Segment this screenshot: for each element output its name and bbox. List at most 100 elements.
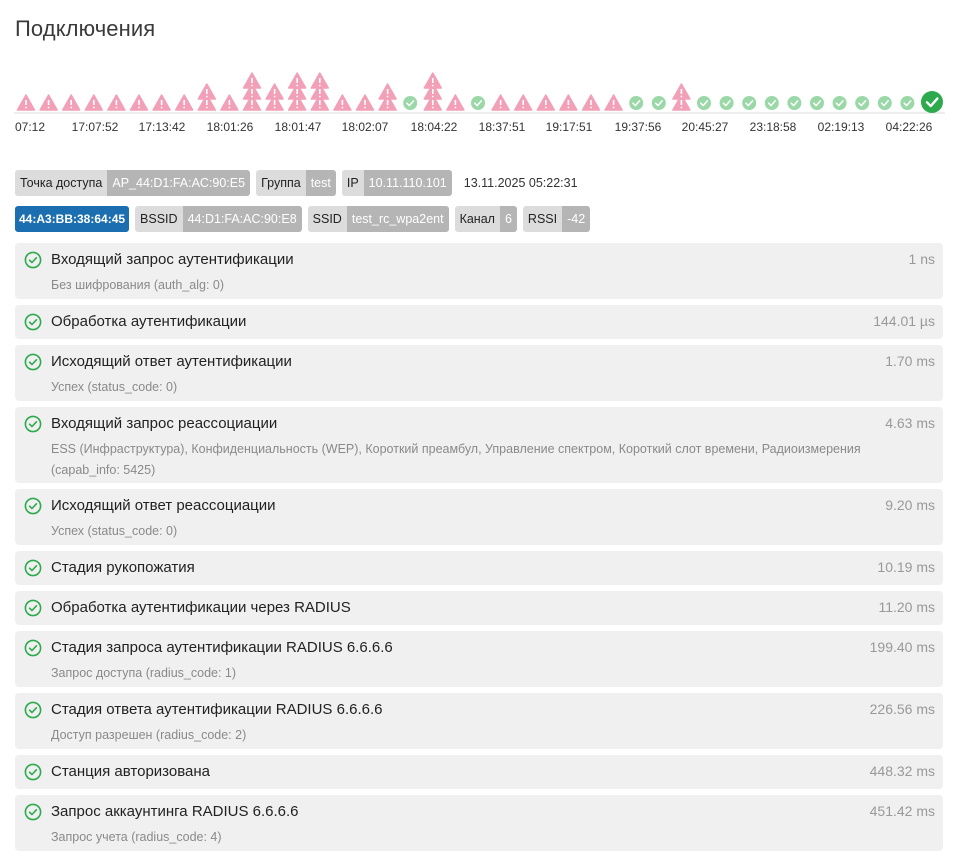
bssid-value: 44:D1:FA:AC:90:E8: [182, 206, 302, 232]
warning-icon[interactable]: [604, 94, 623, 111]
event-duration: 11.20 ms: [878, 599, 935, 615]
warning-icon[interactable]: [310, 83, 330, 100]
warning-icon[interactable]: [355, 94, 375, 111]
warning-icon[interactable]: [378, 83, 397, 100]
event-duration: 226.56 ms: [869, 701, 935, 717]
warning-icon[interactable]: [378, 94, 397, 111]
warning-icon[interactable]: [174, 94, 194, 111]
warning-icon[interactable]: [581, 94, 601, 111]
check-circle-icon: [24, 599, 42, 617]
success-icon[interactable]: [719, 96, 734, 110]
warning-icon[interactable]: [423, 72, 443, 89]
success-icon[interactable]: [900, 96, 915, 110]
warning-icon[interactable]: [265, 83, 284, 100]
warning-icon[interactable]: [491, 94, 510, 111]
warning-icon[interactable]: [310, 94, 330, 111]
warning-icon[interactable]: [536, 94, 556, 111]
warning-icon[interactable]: [287, 72, 307, 89]
warning-icon[interactable]: [197, 83, 217, 100]
timeline-tick-label: 23:18:58: [749, 120, 797, 134]
success-icon[interactable]: [403, 96, 418, 110]
timeline-tick-label: 17:07:52: [71, 120, 119, 134]
event-row[interactable]: Станция авторизована 448.32 ms: [15, 755, 943, 789]
check-circle-icon: [24, 559, 42, 577]
warning-icon[interactable]: [446, 94, 465, 111]
timeline-tick-label: 19:37:56: [614, 120, 662, 134]
check-circle-icon: [24, 251, 42, 269]
warning-icon[interactable]: [84, 94, 104, 111]
success-icon[interactable]: [697, 96, 711, 110]
channel-chip: Канал 6: [454, 206, 517, 232]
event-title: Обработка аутентификации: [51, 313, 247, 330]
access-point-chip[interactable]: Точка доступа AP_44:D1:FA:AC:90:E5: [15, 170, 251, 196]
success-icon[interactable]: [787, 96, 802, 110]
event-row[interactable]: Исходящий ответ аутентификации Успех (sta…: [15, 345, 943, 401]
warning-icon[interactable]: [107, 94, 126, 111]
event-row[interactable]: Стадия рукопожатия 10.19 ms: [15, 551, 943, 585]
warning-icon[interactable]: [265, 94, 284, 111]
event-title: Станция авторизована: [51, 763, 210, 780]
check-circle-icon: [24, 763, 42, 781]
success-icon[interactable]: [832, 96, 847, 110]
warning-icon[interactable]: [197, 94, 217, 111]
success-icon[interactable]: [471, 96, 485, 110]
warning-icon[interactable]: [16, 94, 36, 111]
success-icon[interactable]: [855, 96, 870, 110]
client-mac-chip[interactable]: 44:A3:BB:38:64:45: [15, 206, 130, 232]
event-title: Входящий запрос реассоциации: [51, 415, 278, 432]
success-icon[interactable]: [742, 96, 757, 110]
group-chip[interactable]: Группа test: [256, 170, 336, 196]
warning-icon[interactable]: [423, 83, 443, 100]
warning-icon[interactable]: [242, 72, 262, 89]
warning-icon[interactable]: [310, 72, 330, 89]
selected-success-icon[interactable]: [921, 91, 943, 113]
timeline-tick-label: 18:01:47: [274, 120, 322, 134]
check-circle-icon: [24, 803, 42, 821]
warning-icon[interactable]: [242, 83, 262, 100]
event-row[interactable]: Стадия ответа аутентификации RADIUS 6.6.…: [15, 693, 943, 749]
timeline-tick-label: 17:13:42: [138, 120, 186, 134]
event-detail: ESS (Инфраструктура), Конфиденциальность…: [51, 442, 861, 477]
success-icon[interactable]: [764, 96, 779, 110]
event-row[interactable]: Исходящий ответ реассоциации Успех (statu…: [15, 489, 943, 545]
timeline-tick-label: 04:22:26: [885, 120, 933, 134]
access-point-value: AP_44:D1:FA:AC:90:E5: [107, 170, 251, 196]
timeline-axis: 07:12 17:07:52 17:13:42 18:01:26 18:01:47 18:…: [0, 120, 959, 136]
warning-icon[interactable]: [39, 94, 58, 111]
event-detail: Запрос учета (radius_code: 4): [51, 830, 222, 844]
warning-icon[interactable]: [672, 83, 691, 100]
event-row[interactable]: Входящий запрос реассоциации ESS (Инфраст…: [15, 407, 943, 483]
event-row[interactable]: Запрос аккаунтинга RADIUS 6.6.6.6 Запрос …: [15, 795, 943, 851]
event-duration: 10.19 ms: [877, 559, 935, 575]
warning-icon[interactable]: [287, 83, 307, 100]
warning-icon[interactable]: [423, 94, 443, 111]
connection-info-row-2: 44:A3:BB:38:64:45 BSSID 44:D1:FA:AC:90:E…: [15, 206, 591, 232]
success-icon[interactable]: [629, 96, 644, 110]
timeline-tick-label: 20:45:27: [681, 120, 729, 134]
event-row[interactable]: Стадия запроса аутентификации RADIUS 6.6…: [15, 631, 943, 687]
warning-icon[interactable]: [129, 94, 149, 111]
warning-icon[interactable]: [672, 94, 691, 111]
event-detail: Без шифрования (auth_alg: 0): [51, 278, 225, 292]
event-duration: 1 ns: [908, 251, 935, 267]
event-title: Обработка аутентификации через RADIUS: [51, 599, 351, 616]
success-icon[interactable]: [651, 96, 666, 110]
ssid-chip: SSID test_rc_wpa2ent: [307, 206, 449, 232]
check-circle-icon: [24, 701, 42, 719]
warning-icon[interactable]: [333, 94, 352, 111]
success-icon[interactable]: [877, 96, 892, 110]
warning-icon[interactable]: [61, 94, 81, 111]
event-row[interactable]: Обработка аутентификации 144.01 µs: [15, 305, 943, 339]
warning-icon[interactable]: [220, 94, 239, 111]
event-title: Исходящий ответ реассоциации: [51, 497, 276, 514]
warning-icon[interactable]: [559, 94, 578, 111]
warning-icon[interactable]: [287, 94, 307, 111]
event-detail: Доступ разрешен (radius_code: 2): [51, 728, 247, 742]
timeline-tick-label: 02:19:13: [817, 120, 865, 134]
warning-icon[interactable]: [513, 94, 533, 111]
warning-icon[interactable]: [152, 94, 171, 111]
success-icon[interactable]: [810, 96, 824, 110]
warning-icon[interactable]: [242, 94, 262, 111]
event-row[interactable]: Обработка аутентификации через RADIUS 11.…: [15, 591, 943, 625]
event-row[interactable]: Входящий запрос аутентификации Без шифров…: [15, 243, 943, 299]
